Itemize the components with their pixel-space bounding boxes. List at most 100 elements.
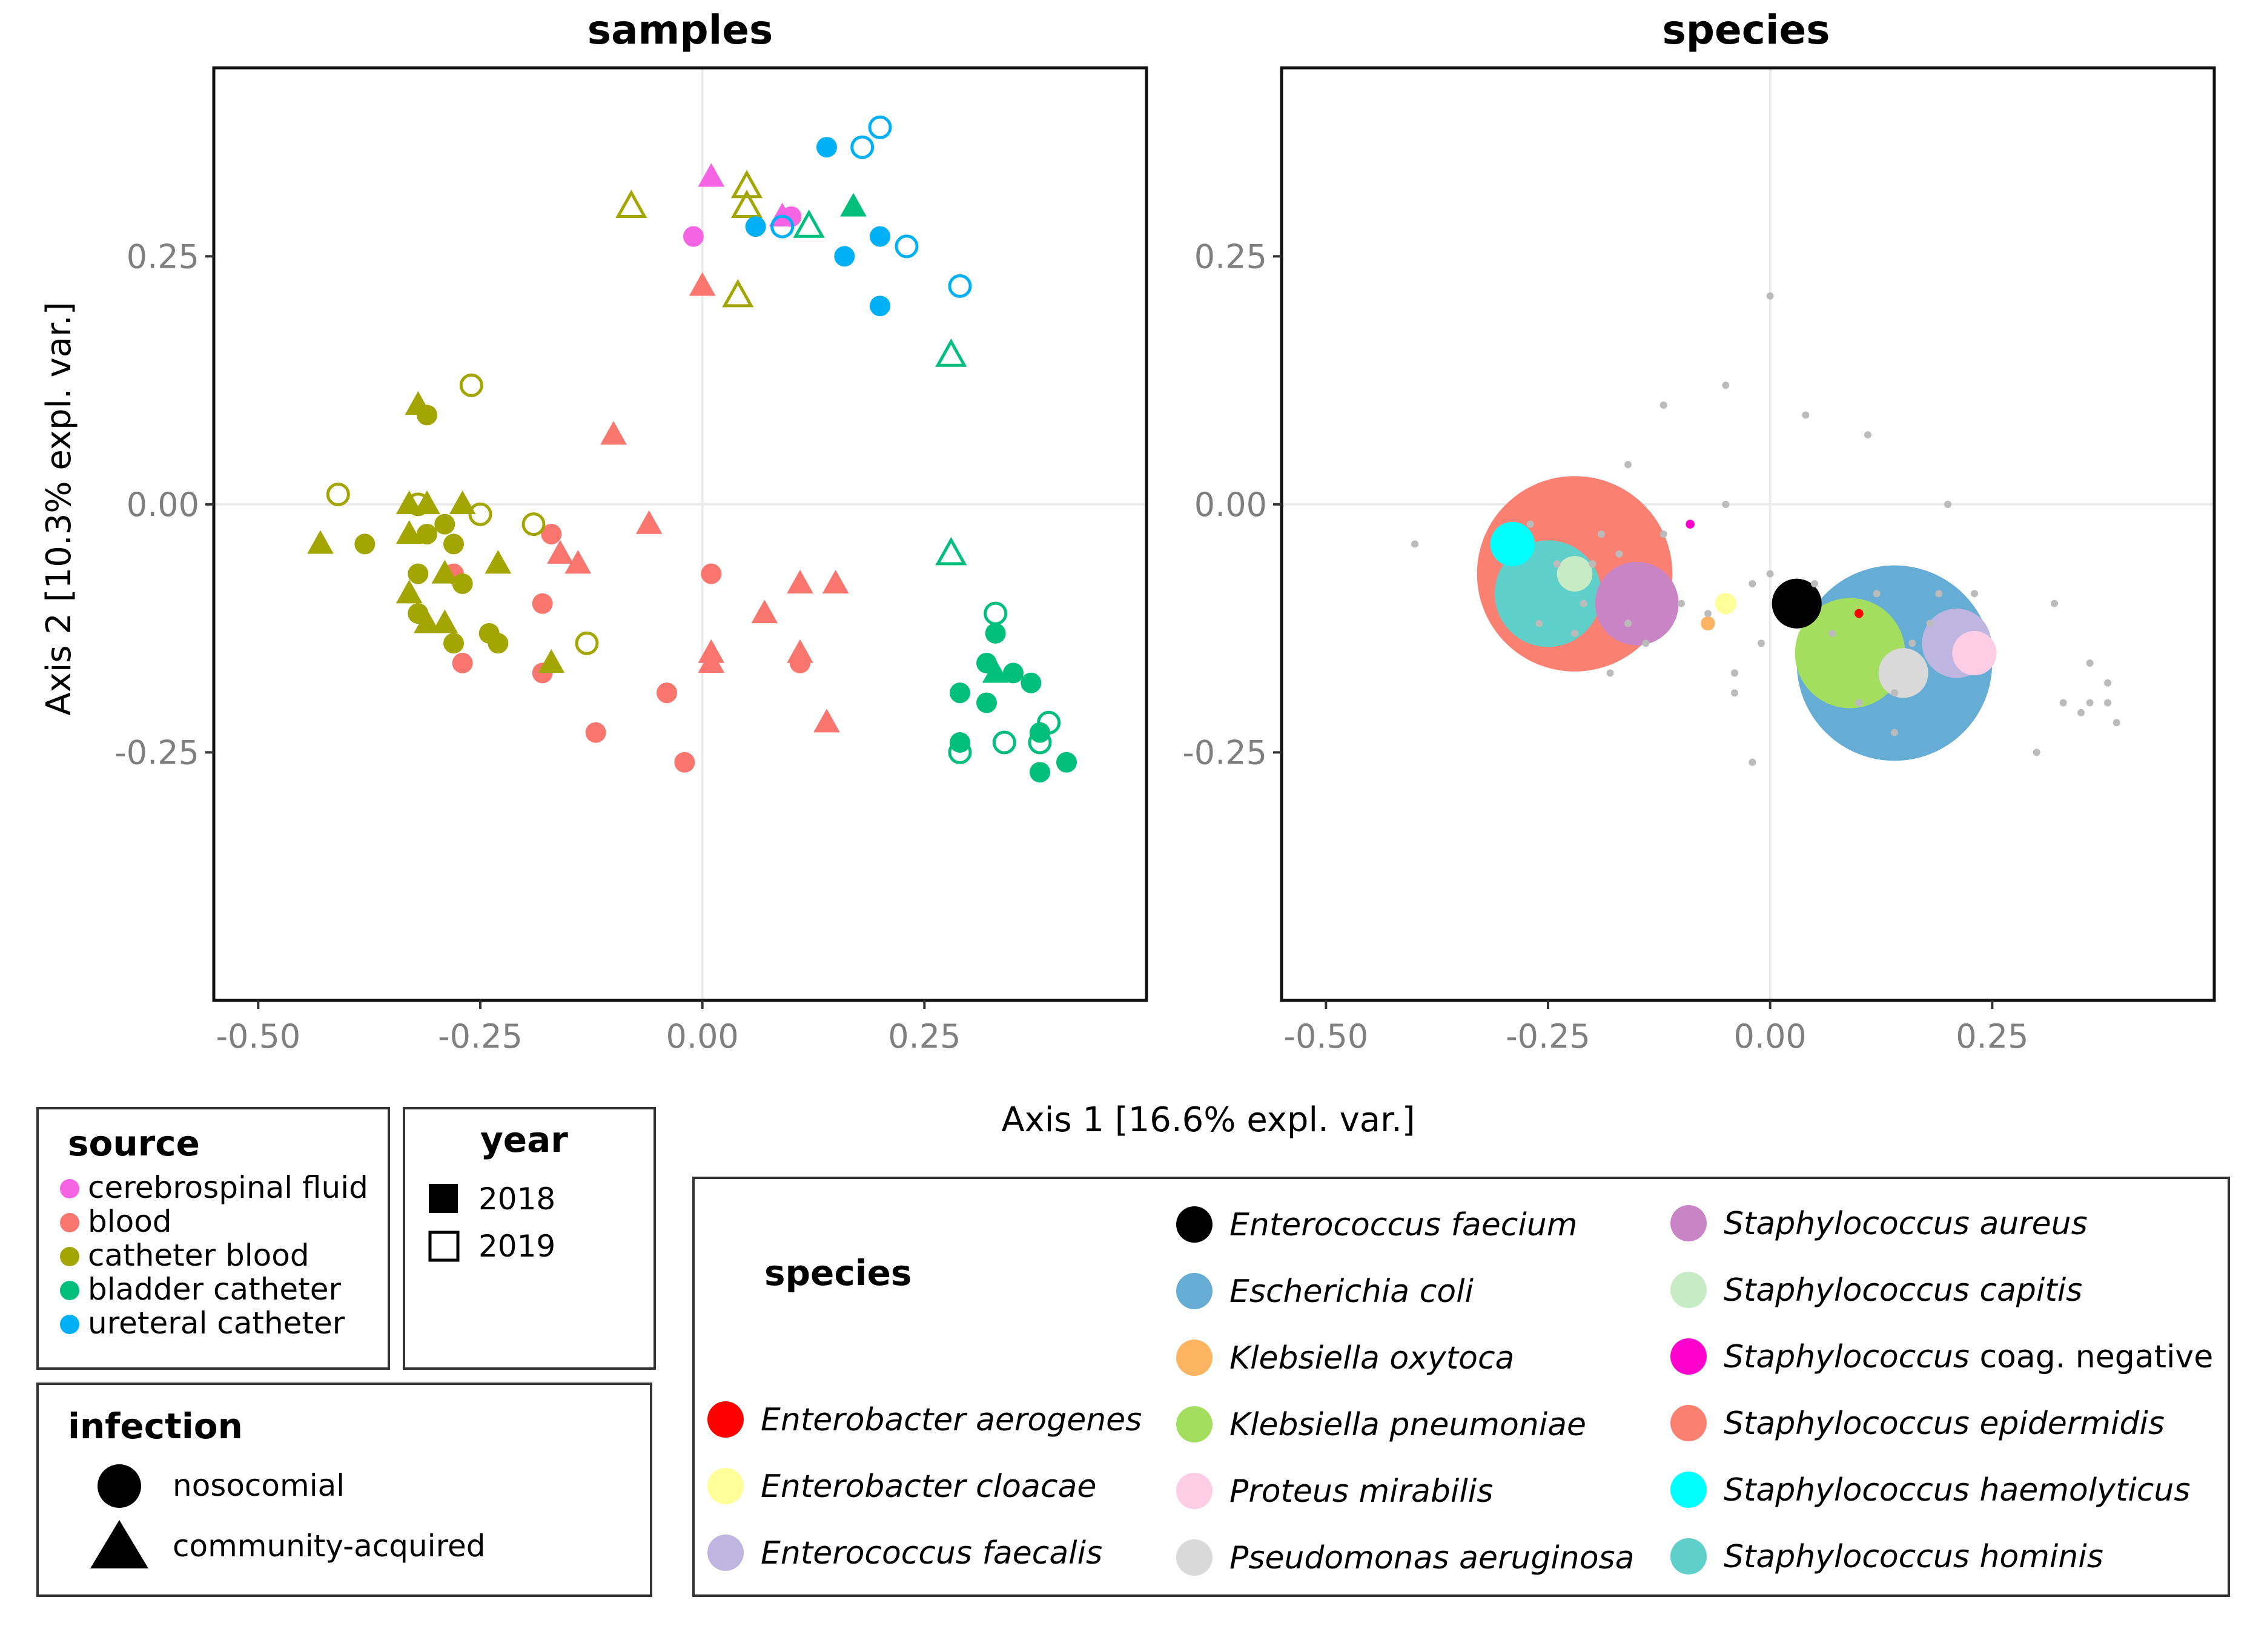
species-label-proteus-mirabilis: Proteus mirabilis — [1229, 1473, 1493, 1510]
sample-point-catheter-blood-2018 — [414, 490, 440, 514]
source-key-catheter-blood — [60, 1247, 79, 1266]
sample-point-bladder-catheter-2019 — [935, 338, 967, 367]
other-species-point — [1535, 620, 1543, 627]
other-species-point — [1678, 600, 1685, 607]
species-legend-title: species — [764, 1252, 912, 1294]
sample-point-blood-2018 — [674, 752, 695, 773]
species-panel-title: species — [1662, 7, 1830, 53]
source-key-blood — [60, 1213, 79, 1232]
sample-point-ureteral-catheter-2019 — [770, 214, 795, 239]
sample-point-blood-2018 — [585, 722, 606, 743]
source-label-ureteral-catheter: ureteral catheter — [88, 1306, 345, 1341]
sample-point-catheter-blood-2019 — [575, 631, 599, 655]
x-tick-label: -0.50 — [216, 1017, 300, 1056]
species-plot: -0.50 -0.25 0.00 0.25 -0.25 0.00 0.25 — [1182, 66, 2216, 1056]
sample-point-catheter-blood-2019 — [468, 502, 492, 526]
sample-point-catheter-blood-2019 — [459, 373, 483, 397]
sample-point-catheter-blood-2018 — [417, 405, 437, 426]
year-2018-label: 2018 — [478, 1181, 555, 1217]
sample-point-bladder-catheter-2019 — [1028, 730, 1052, 755]
sample-point-bladder-catheter-2018 — [840, 193, 867, 217]
other-species-point — [1935, 590, 1943, 598]
sample-point-catheter-blood-2018 — [417, 524, 437, 544]
other-species-point — [1722, 500, 1730, 508]
sample-point-blood-2018 — [541, 524, 562, 544]
species-point-staphylococcus-aureus — [1595, 561, 1679, 646]
sample-point-bladder-catheter-2019 — [948, 740, 972, 764]
samples-panel-title: samples — [587, 7, 773, 53]
plot-frame — [212, 66, 1148, 1002]
year-legend: year 2018 2019 — [403, 1107, 656, 1370]
sample-point-catheter-blood-2018 — [488, 633, 509, 654]
sample-point-blood-2018 — [635, 510, 663, 534]
other-species-point — [1828, 629, 1836, 637]
species-label-escherichia-coli: Escherichia coli — [1229, 1274, 1474, 1310]
x-tick-label: -0.50 — [1283, 1017, 1368, 1056]
source-label-catheter-blood: catheter blood — [88, 1238, 309, 1273]
sample-point-bladder-catheter-2018 — [976, 692, 997, 713]
sample-point-catheter-blood-2019 — [615, 190, 647, 218]
other-species-point — [1864, 431, 1871, 439]
year-legend-title: year — [480, 1119, 568, 1160]
sample-point-catheter-blood-2018 — [452, 573, 473, 594]
x-tick-label: -0.25 — [438, 1017, 523, 1056]
plot-background — [1282, 68, 2214, 1000]
species-label-enterobacter-aerogenes: Enterobacter aerogenes — [761, 1402, 1142, 1438]
sample-point-bladder-catheter-2018 — [950, 682, 970, 704]
species-point-staphylococcus-haemolyticus — [1490, 521, 1535, 567]
sample-point-ureteral-catheter-2018 — [870, 226, 890, 247]
nosocomial-label: nosocomial — [173, 1468, 345, 1503]
sample-point-ureteral-catheter-2018 — [834, 246, 855, 267]
year-2019-label: 2019 — [478, 1229, 555, 1264]
y-tick-label: 0.25 — [127, 237, 199, 276]
species-point-enterobacter-aerogenes — [1855, 609, 1864, 618]
other-species-point — [1624, 620, 1632, 627]
sample-point-ureteral-catheter-2019 — [868, 115, 892, 139]
other-species-point — [2086, 659, 2094, 667]
other-species-point — [1526, 520, 1534, 528]
sample-point-blood-2018 — [600, 421, 627, 445]
sample-point-catheter-blood-2018 — [431, 609, 458, 633]
species-label-pseudomonas-aeruginosa: Pseudomonas aeruginosa — [1229, 1540, 1635, 1576]
sample-point-blood-2018 — [787, 569, 813, 594]
species-key-klebsiella-oxytoca — [1176, 1340, 1213, 1376]
other-species-point — [2077, 709, 2085, 716]
source-key-ureteral-catheter — [60, 1315, 79, 1334]
species-key-enterococcus-faecium — [1176, 1206, 1213, 1243]
sample-point-cerebrospinal-fluid-2018 — [698, 163, 725, 187]
other-species-point — [1891, 729, 1898, 736]
other-species-point — [1891, 689, 1898, 697]
source-key-bladder-catheter — [60, 1281, 79, 1300]
plot-frame — [1280, 66, 2216, 1002]
other-species-point — [2059, 699, 2067, 707]
year-2019-key — [428, 1231, 460, 1262]
other-species-point — [1722, 382, 1730, 389]
species-key-enterobacter-cloacae — [707, 1468, 744, 1504]
x-tick-label: 0.00 — [1734, 1017, 1807, 1056]
sample-point-bladder-catheter-2018 — [1056, 752, 1077, 773]
x-tick-label: 0.00 — [666, 1017, 739, 1056]
sample-point-catheter-blood-2018 — [354, 534, 376, 555]
other-species-point — [2033, 748, 2040, 756]
source-label-blood: blood — [88, 1204, 172, 1239]
sample-point-catheter-blood-2019 — [521, 512, 546, 537]
other-species-point — [1553, 560, 1561, 568]
other-species-point — [1802, 411, 1810, 419]
source-legend: source cerebrospinal fluidbloodcatheter … — [36, 1107, 390, 1370]
other-species-point — [1411, 540, 1418, 548]
y-tick-label: -0.25 — [1182, 733, 1267, 771]
species-legend: species Enterobacter aerogenes Enterobact… — [692, 1177, 2230, 1597]
species-point-enterobacter-cloacae — [1715, 593, 1736, 615]
species-point-staphylococcus-coag-negative — [1686, 520, 1695, 529]
other-species-point — [1908, 639, 1916, 647]
sample-point-blood-2018 — [822, 569, 849, 594]
other-species-point — [1606, 669, 1614, 677]
species-key-proteus-mirabilis — [1176, 1473, 1213, 1509]
sample-point-ureteral-catheter-2019 — [895, 234, 919, 259]
other-species-point — [1731, 689, 1738, 697]
species-key-staphylococcus-coag-negative — [1670, 1338, 1707, 1375]
other-species-point — [1571, 629, 1578, 637]
sample-point-catheter-blood-2018 — [538, 649, 565, 673]
community-acquired-key — [90, 1520, 148, 1568]
species-points — [1411, 292, 2120, 766]
